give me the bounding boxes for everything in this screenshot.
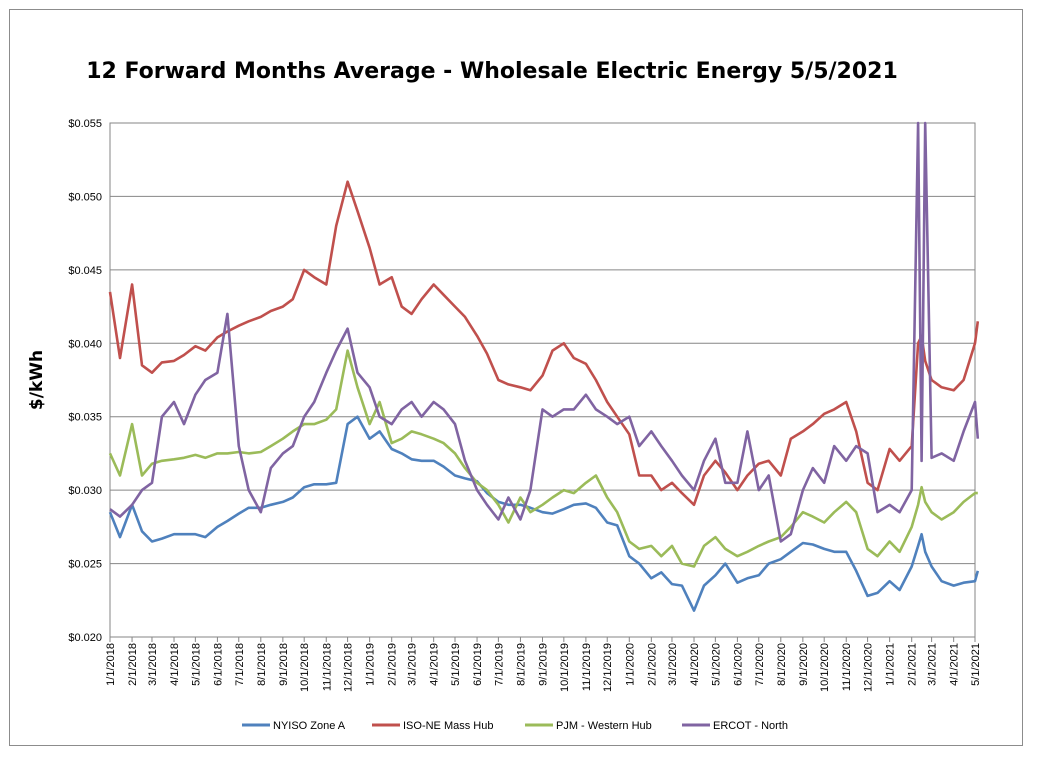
x-tick-label: 8/1/2019: [515, 643, 527, 686]
y-tick-label: $0.020: [68, 632, 102, 644]
x-tick-label: 7/1/2018: [234, 643, 246, 686]
chart-title: 12 Forward Months Average - Wholesale El…: [86, 59, 898, 84]
x-tick-label: 2/1/2020: [646, 643, 658, 686]
legend-label: PJM - Western Hub: [556, 720, 652, 732]
x-tick-label: 5/1/2021: [970, 643, 982, 686]
legend-item: PJM - Western Hub: [525, 720, 652, 732]
x-tick-label: 11/1/2020: [841, 643, 853, 691]
y-tick-label: $0.040: [68, 338, 102, 350]
x-tick-label: 3/1/2021: [927, 643, 939, 686]
legend: NYISO Zone A ISO-NE Mass Hub PJM - Western…: [242, 720, 788, 732]
x-axis: 1/1/2018 2/1/2018 3/1/2018 4/1/2018 5/1/2018…: [105, 637, 982, 692]
y-axis-label: $/kWh: [27, 350, 47, 410]
x-tick-label: 5/1/2018: [190, 643, 202, 686]
x-tick-label: 11/1/2019: [581, 643, 593, 691]
x-tick-label: 12/1/2019: [602, 643, 614, 692]
x-tick-label: 4/1/2020: [689, 643, 701, 686]
x-tick-label: 8/1/2020: [776, 643, 788, 686]
chart-frame: [9, 9, 1023, 746]
x-tick-label: 1/1/2020: [624, 643, 636, 686]
x-tick-label: 12/1/2018: [343, 643, 355, 692]
x-tick-label: 2/1/2019: [387, 643, 399, 686]
legend-label: ISO-NE Mass Hub: [403, 720, 493, 732]
plot-area: [109, 122, 976, 638]
x-tick-label: 7/1/2019: [493, 643, 505, 686]
x-tick-label: 2/1/2021: [907, 643, 919, 686]
legend-label: NYISO Zone A: [273, 720, 346, 732]
grid: [109, 122, 976, 638]
x-tick-label: 5/1/2020: [710, 643, 722, 686]
x-tick-label: 10/1/2019: [559, 643, 571, 692]
x-tick-label: 1/1/2021: [885, 643, 897, 686]
x-tick-label: 6/1/2019: [472, 643, 484, 686]
y-tick-label: $0.025: [68, 559, 102, 571]
legend-label: ERCOT - North: [713, 720, 788, 732]
x-tick-label: 6/1/2018: [212, 643, 224, 686]
x-tick-label: 10/1/2020: [819, 643, 831, 692]
legend-item: NYISO Zone A: [242, 720, 346, 732]
x-tick-label: 8/1/2018: [256, 643, 268, 686]
y-tick-label: $0.055: [68, 118, 102, 130]
x-tick-label: 9/1/2019: [538, 643, 550, 686]
series-group: [108, 121, 980, 612]
legend-item: ERCOT - North: [682, 720, 788, 732]
x-tick-label: 10/1/2018: [299, 643, 311, 692]
x-tick-label: 3/1/2018: [147, 643, 159, 686]
x-tick-label: 4/1/2018: [169, 643, 181, 686]
x-tick-label: 9/1/2018: [278, 643, 290, 686]
x-tick-label: 5/1/2019: [450, 643, 462, 686]
x-tick-label: 7/1/2020: [754, 643, 766, 686]
series-line-nyiso-zone-a: [108, 415, 980, 612]
y-tick-label: $0.045: [68, 265, 102, 277]
series-line-ercot-north: [109, 121, 980, 543]
x-tick-label: 3/1/2019: [407, 643, 419, 686]
x-tick-label: 12/1/2020: [863, 643, 875, 692]
x-tick-label: 2/1/2018: [127, 643, 139, 686]
y-tick-label: $0.035: [68, 412, 102, 424]
x-tick-label: 4/1/2019: [429, 643, 441, 686]
y-axis: $0.020 $0.025 $0.030 $0.035 $0.040 $0.045 $0.0…: [68, 118, 102, 644]
x-tick-label: 9/1/2020: [798, 643, 810, 686]
x-tick-label: 11/1/2018: [321, 643, 333, 691]
series-line-iso-ne-mass-hub: [108, 180, 980, 507]
y-tick-label: $0.050: [68, 191, 102, 203]
x-tick-label: 1/1/2019: [365, 643, 377, 686]
legend-item: ISO-NE Mass Hub: [372, 720, 493, 732]
x-tick-label: 3/1/2020: [667, 643, 679, 686]
y-tick-label: $0.030: [68, 485, 102, 497]
x-tick-label: 4/1/2021: [949, 643, 961, 686]
x-tick-label: 1/1/2018: [105, 643, 117, 686]
series-line-pjm-western-hub: [108, 349, 978, 568]
x-tick-label: 6/1/2020: [732, 643, 744, 686]
